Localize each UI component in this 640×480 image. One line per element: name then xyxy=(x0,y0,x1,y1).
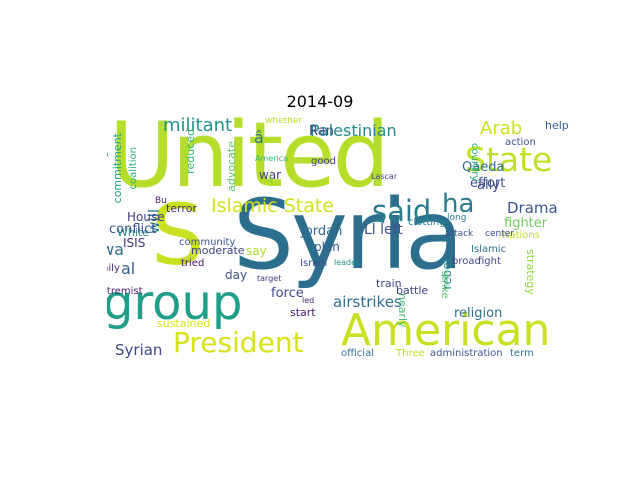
cloud-word: start xyxy=(290,306,316,319)
cloud-word: airstrikes xyxy=(333,293,402,311)
cloud-word: terror xyxy=(166,202,197,215)
cloud-word: help xyxy=(545,119,569,132)
cloud-word: fight xyxy=(478,256,501,267)
cloud-word: â xyxy=(254,128,264,147)
cloud-word: war xyxy=(259,168,282,182)
cloud-word: country xyxy=(469,143,480,182)
cloud-word: reduced xyxy=(184,129,197,174)
cloud-word: tried xyxy=(181,258,205,269)
cloud-word: ally xyxy=(477,178,500,193)
cloud-word: family xyxy=(107,263,120,274)
cloud-word: action xyxy=(505,137,536,148)
cloud-word: ISIS xyxy=(123,236,146,250)
cloud-word: Israel xyxy=(300,258,328,269)
cloud-word: State xyxy=(465,140,553,179)
cloud-word: Drama xyxy=(507,199,558,217)
cloud-word: Islamic xyxy=(471,244,507,255)
cloud-word: United xyxy=(109,117,390,208)
cloud-word: refugee xyxy=(107,139,109,178)
cloud-word: Syria xyxy=(233,179,464,291)
cloud-word: strategy xyxy=(524,249,537,295)
cloud-word: term xyxy=(510,348,534,359)
cloud-word: ha xyxy=(442,189,475,219)
cloud-word: strike xyxy=(439,271,450,299)
cloud-word: led xyxy=(302,296,315,305)
cloud-word: official xyxy=(341,348,374,359)
cloud-word: good xyxy=(311,156,336,167)
cloud-word: White xyxy=(117,226,149,239)
cloud-word: House xyxy=(127,210,165,224)
cloud-word: militant xyxy=(163,117,233,136)
cloud-word: religion xyxy=(454,306,503,321)
cloud-word: whether xyxy=(265,117,303,126)
cloud-word: force xyxy=(271,286,304,301)
cloud-word: broad xyxy=(452,256,481,267)
cloud-word: Syrian xyxy=(115,341,163,359)
cloud-word: Three xyxy=(396,348,425,359)
cloud-word: Palestinian xyxy=(310,121,397,140)
cloud-word: target xyxy=(257,274,282,283)
cloud-word: S xyxy=(151,186,205,284)
cloud-word: America xyxy=(255,154,288,163)
cloud-word: commitment xyxy=(111,133,124,204)
cloud-word: conflict xyxy=(109,222,157,237)
cloud-word: say xyxy=(246,244,267,258)
cloud-word: fighter xyxy=(504,216,548,231)
cloud-word: extremist xyxy=(107,286,143,297)
cloud-word: community xyxy=(179,237,236,248)
cloud-word: nearly xyxy=(396,293,409,328)
cloud-word: said xyxy=(372,194,432,228)
cloud-word: â xyxy=(267,174,274,185)
cloud-word: administration xyxy=(430,348,503,359)
cloud-word: battle xyxy=(396,284,429,297)
cloud-word: Nations xyxy=(502,230,540,241)
cloud-word: clotting xyxy=(408,217,446,228)
cloud-word: sustained xyxy=(157,317,211,330)
cloud-word: advocate xyxy=(225,141,238,192)
cloud-word: center xyxy=(485,229,514,239)
cloud-word: Jordan xyxy=(301,224,343,239)
cloud-word: day xyxy=(225,268,248,282)
cloud-word: effort xyxy=(470,176,506,191)
cloud-word: long xyxy=(447,213,467,223)
chart-title: 2014-09 xyxy=(286,92,354,111)
cloud-word: wa xyxy=(107,240,124,259)
cloud-word: leader xyxy=(334,258,360,267)
cloud-word: moderate xyxy=(191,244,245,257)
cloud-word: President xyxy=(173,326,304,359)
cloud-word: Qaeda xyxy=(462,160,505,175)
word-cloud: Syria United S group American State said… xyxy=(107,117,573,365)
cloud-word: American xyxy=(341,305,551,356)
cloud-word: plan xyxy=(314,240,340,254)
cloud-word: coalition xyxy=(128,147,139,190)
cloud-word: group xyxy=(107,275,243,331)
cloud-word: Islamic State xyxy=(211,195,334,217)
cloud-word: attack xyxy=(445,229,474,239)
cloud-word: train xyxy=(376,277,402,290)
cloud-word: al xyxy=(121,259,136,278)
cloud-word: Ran xyxy=(309,124,334,139)
cloud-word: Ll left xyxy=(364,222,403,238)
cloud-word: Lascar xyxy=(371,172,398,181)
cloud-word: Arab xyxy=(480,118,523,139)
cloud-word: Bu xyxy=(155,196,167,206)
